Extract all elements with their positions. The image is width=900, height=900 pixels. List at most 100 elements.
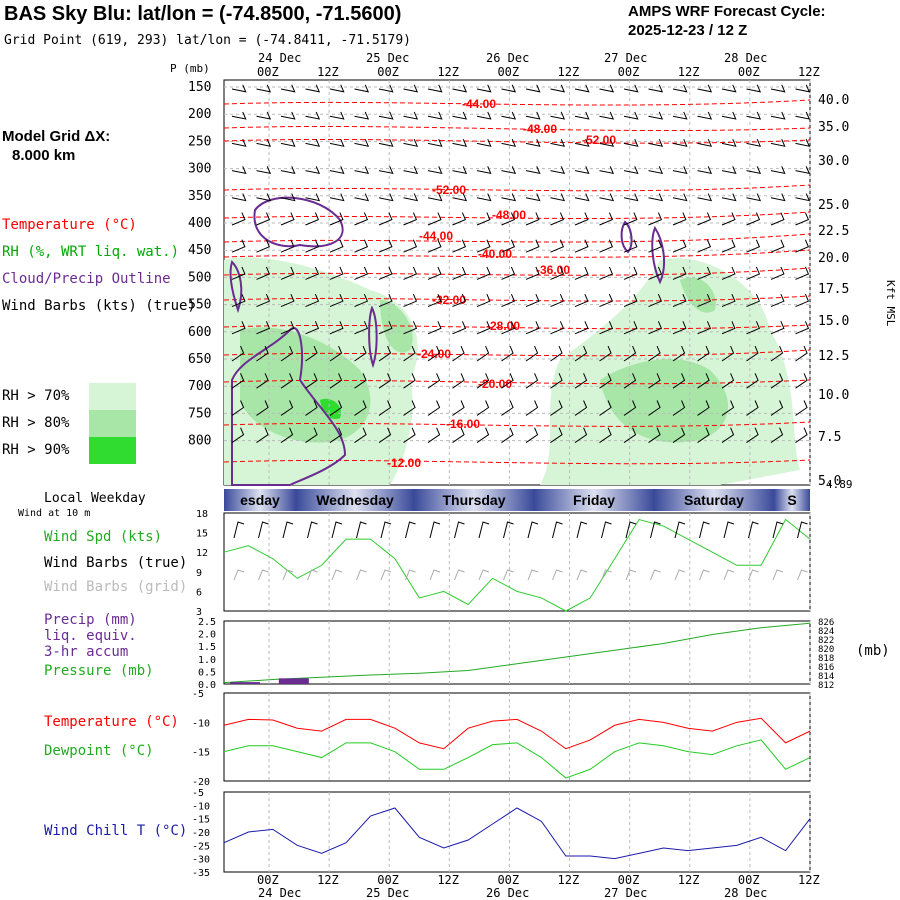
rh90-swatch [89,437,136,464]
temperature-contour-8 [223,295,811,302]
precip-tick: 0.0 [198,680,216,691]
precip-tick: 1.5 [198,642,216,653]
wind-barb-259 [697,345,710,362]
wind-barb-241 [256,345,269,362]
wind-barb-103 [403,193,419,202]
wind-barb-193 [256,293,271,308]
wind-barb-128 [427,212,442,226]
wind-barb-164 [721,239,736,253]
temperature-contour-label: -48.00 [523,122,557,136]
grid-wind-barb [429,569,441,581]
wind-barb-309 [746,400,759,416]
wind-barb-300 [525,400,539,416]
wind-barb-146 [280,239,295,253]
surface-wind-barb [772,521,784,539]
temperature-contour-label: -52.00 [432,183,466,197]
wind-barb-151 [403,239,418,253]
wind-barb-124 [329,212,344,226]
weekday-label: Saturday [684,492,744,508]
temperature-contour-label: -32.00 [432,293,466,307]
top-time-tick: 00Z [257,65,279,79]
wind-barb-13 [550,84,566,93]
temperature-contour-1 [223,125,811,132]
legend-rh70: RH > 70% [2,388,70,404]
weekday-segment-2 [414,489,534,511]
wind-barb-81 [452,166,468,175]
wind-barb-51 [305,138,321,147]
top-time-tick: 12Z [558,65,580,79]
wind-barb-323 [501,427,514,444]
wind-barb-62 [574,138,590,147]
surface-wind-barb [282,521,294,539]
wind-barb-186 [672,266,687,280]
wind-barb-187 [697,266,712,280]
cloud-outline-0 [253,196,344,248]
wind-barb-147 [305,239,320,253]
surface-wind-barb [601,521,612,539]
weekday-segment-0 [224,489,296,511]
wind-barb-90 [672,166,688,175]
wind-barb-182 [574,266,589,280]
grid-wind-barb [454,569,465,581]
wind-barb-334 [770,427,784,444]
wind-barb-140 [721,212,736,226]
wind-chill-tick: -25 [192,841,210,852]
wind-chill-tick: -35 [192,868,210,879]
grid-wind-barb [405,569,416,581]
top-time-tick: 00Z [738,65,760,79]
bottom-time-tick: 12Z [437,873,459,887]
wind-barb-35 [501,111,517,120]
wind-barb-78 [378,166,394,175]
wind-barb-159 [599,239,614,253]
wind-barb-256 [623,345,637,362]
precip-tick: 0.5 [198,667,216,678]
rh-shading-5 [680,277,716,313]
weekday-segment-1 [296,489,414,511]
wind-barb-66 [672,138,688,147]
legend-temperature: Temperature (°C) [2,217,137,233]
wind-barb-304 [623,400,637,416]
wind-barb-303 [599,400,612,416]
wind-barb-45 [746,111,762,120]
wind-barb-39 [599,111,615,120]
grid-wind-barb [282,569,294,581]
wind-barb-40 [623,111,639,120]
bottom-time-tick: 00Z [377,873,399,887]
wind-barb-175 [403,266,418,280]
wind-barb-143 [795,212,810,226]
wind-barb-112 [623,193,639,202]
wind-barb-96 [231,193,247,202]
wind-barb-202 [476,293,491,308]
wind-barb-292 [329,400,343,416]
pressure-tick-label: 800 [188,434,211,449]
wind-barb-99 [305,193,321,202]
wind-barb-101 [354,193,370,202]
wind-barb-165 [746,239,761,253]
wind-barb-265 [256,373,269,389]
wind-barb-260 [721,345,735,362]
wind-barb-307 [697,400,710,416]
wind-barb-152 [427,239,442,253]
bottom-time-tick: 00Z [618,873,640,887]
wind-barb-127 [403,212,418,226]
wind-barb-253 [550,345,563,362]
wind-barb-281 [648,373,661,389]
pressure-tick-label: 450 [188,243,211,258]
wind-barb-209 [648,293,663,308]
surface-wind-barb [503,521,514,539]
wind-barb-266 [280,373,294,389]
height-tick-label: 25.0 [818,198,849,213]
wind-barb-43 [697,111,713,120]
wind-barb-27 [305,111,321,120]
surface-wind-barb [405,521,416,539]
surface-wind-barb [723,521,735,539]
wind-barb-19 [697,84,713,93]
wind-barb-100 [329,193,345,202]
local-weekday-label: Local Weekday [44,491,146,506]
wind-barb-138 [672,212,687,226]
wind-barb-22 [770,84,786,93]
weekday-segment-3 [534,489,654,511]
forecast-cycle-label: AMPS WRF Forecast Cycle: [628,3,826,20]
wind-barb-122 [280,212,295,226]
wind-barb-87 [599,166,615,175]
